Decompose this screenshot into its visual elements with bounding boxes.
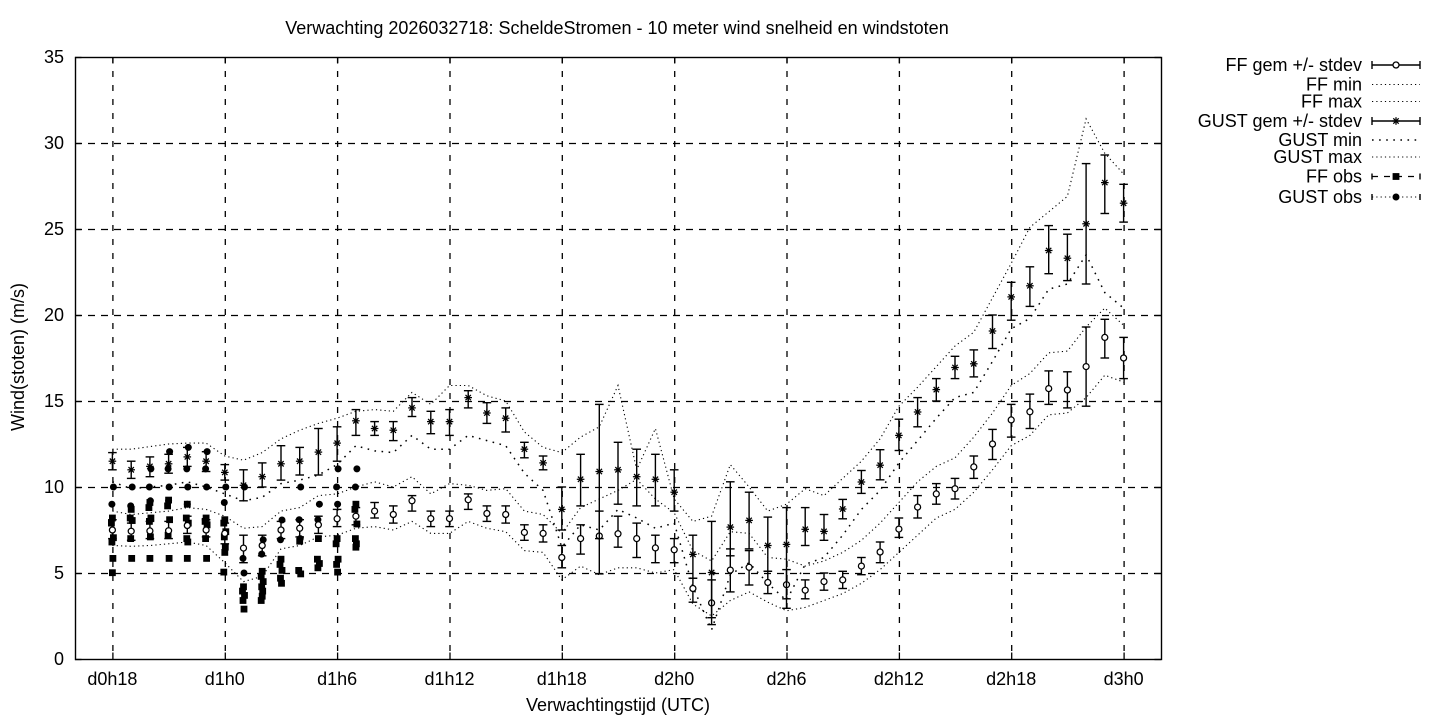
svg-text:10: 10 <box>44 477 64 497</box>
svg-text:35: 35 <box>44 47 64 67</box>
svg-text:FF min: FF min <box>1306 75 1362 95</box>
svg-text:d2h18: d2h18 <box>986 669 1036 689</box>
svg-text:Wind(stoten) (m/s): Wind(stoten) (m/s) <box>8 283 28 431</box>
svg-text:FF gem +/- stdev: FF gem +/- stdev <box>1225 55 1362 75</box>
svg-text:25: 25 <box>44 219 64 239</box>
svg-text:30: 30 <box>44 133 64 153</box>
svg-text:d3h0: d3h0 <box>1104 669 1144 689</box>
svg-text:d2h12: d2h12 <box>874 669 924 689</box>
svg-text:0: 0 <box>54 649 64 669</box>
svg-text:GUST obs: GUST obs <box>1278 187 1362 207</box>
svg-text:d0h18: d0h18 <box>87 669 137 689</box>
svg-text:d2h0: d2h0 <box>654 669 694 689</box>
svg-text:Verwachtingstijd (UTC): Verwachtingstijd (UTC) <box>526 695 710 715</box>
svg-text:5: 5 <box>54 563 64 583</box>
svg-text:FF max: FF max <box>1301 92 1362 112</box>
svg-text:Verwachting 2026032718: Scheld: Verwachting 2026032718: ScheldeStromen -… <box>285 18 948 38</box>
svg-text:d1h12: d1h12 <box>424 669 474 689</box>
svg-text:d2h6: d2h6 <box>766 669 806 689</box>
svg-text:GUST min: GUST min <box>1278 130 1362 150</box>
svg-text:GUST max: GUST max <box>1273 147 1362 167</box>
svg-text:GUST gem +/- stdev: GUST gem +/- stdev <box>1198 111 1362 131</box>
svg-text:d1h0: d1h0 <box>205 669 245 689</box>
svg-text:15: 15 <box>44 391 64 411</box>
svg-text:20: 20 <box>44 305 64 325</box>
svg-text:FF obs: FF obs <box>1306 167 1362 187</box>
svg-text:d1h6: d1h6 <box>317 669 357 689</box>
svg-text:d1h18: d1h18 <box>537 669 587 689</box>
